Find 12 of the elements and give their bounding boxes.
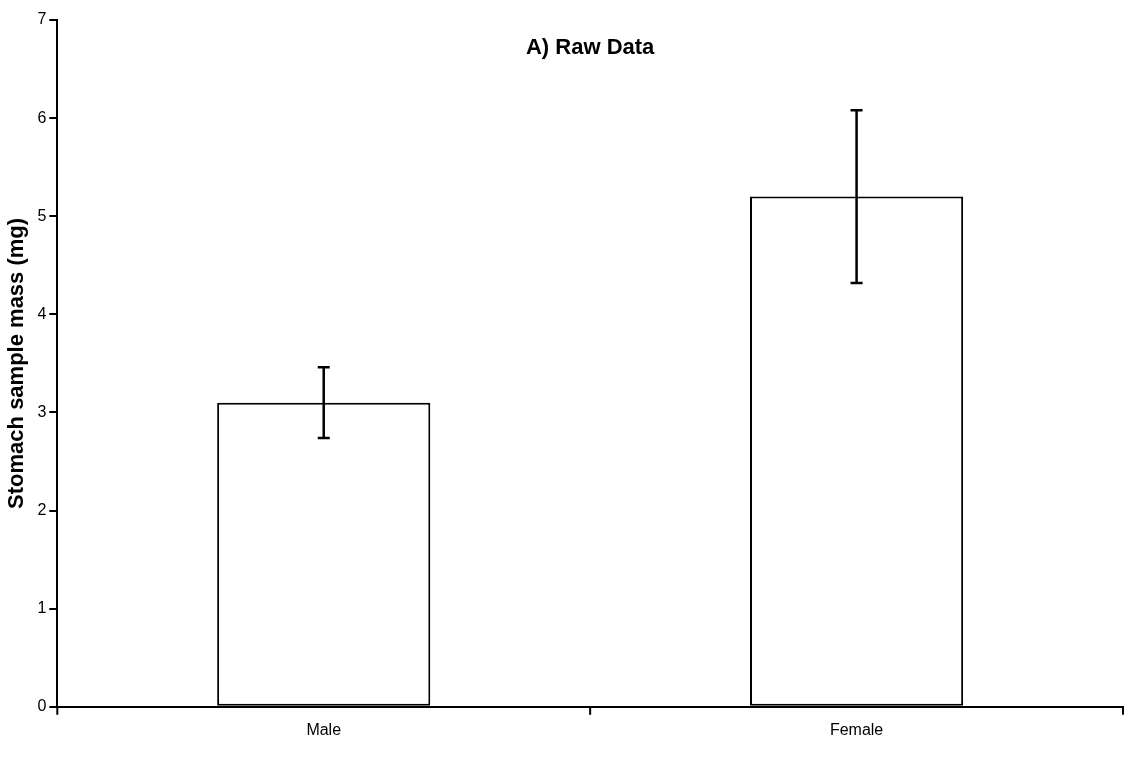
text: A) Raw Data	[525, 34, 656, 60]
y-tick-label: 7	[37, 10, 47, 28]
y-tick-label: 3	[37, 402, 47, 420]
x-tick-label: Female	[829, 720, 884, 738]
y-tick-label: 6	[37, 108, 47, 126]
y-tick-label: 2	[37, 500, 47, 518]
y-tick-label: 5	[37, 206, 47, 224]
y-tick-label: 1	[37, 599, 47, 617]
y-axis-title: Stomach sample mass (mg)	[3, 217, 29, 509]
y-tick-label: 0	[37, 697, 47, 715]
y-tick-label: 4	[37, 304, 47, 322]
x-tick-label: Male	[306, 720, 342, 738]
